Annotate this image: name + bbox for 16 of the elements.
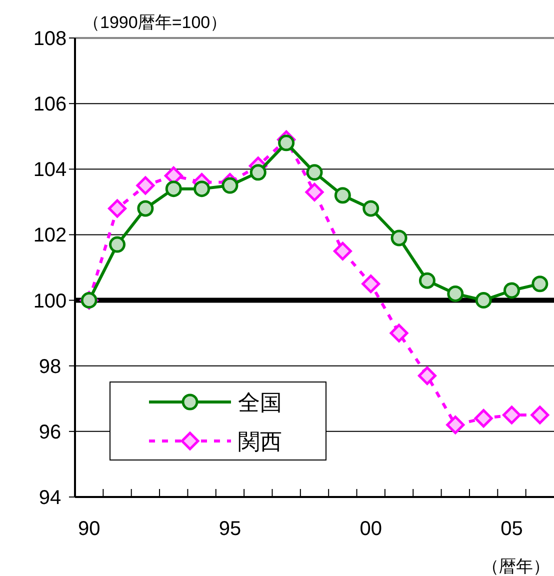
y-tick-label: 104 xyxy=(33,159,67,182)
x-axis-title: （暦年） xyxy=(482,557,550,576)
y-tick-label: 100 xyxy=(33,290,67,312)
x-tick-label: 00 xyxy=(360,518,382,540)
legend-label: 全国 xyxy=(238,390,282,415)
y-tick-label: 94 xyxy=(38,487,62,509)
x-tick-label: 95 xyxy=(218,518,242,540)
y-tick-label: 108 xyxy=(33,28,67,50)
legend-label: 関西 xyxy=(238,429,282,454)
y-tick-label: 98 xyxy=(38,356,62,378)
y-axis-title: （1990暦年=100） xyxy=(83,13,228,32)
y-tick-label: 106 xyxy=(33,94,67,116)
y-tick-label: 96 xyxy=(38,421,62,444)
x-tick-label: 90 xyxy=(78,518,100,540)
y-tick-label: 102 xyxy=(33,224,67,247)
x-tick-label: 05 xyxy=(500,518,523,540)
